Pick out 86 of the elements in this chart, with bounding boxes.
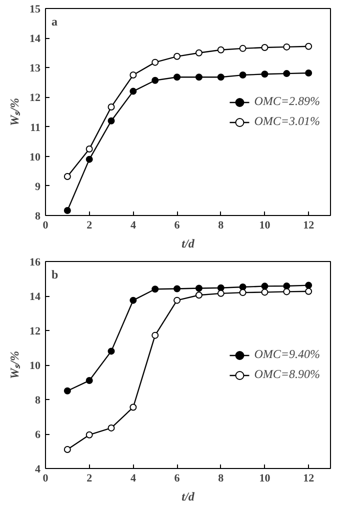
point — [130, 404, 137, 411]
y-tick-label: 6 — [35, 429, 41, 441]
y-tick-label: 11 — [30, 122, 41, 134]
point — [195, 292, 202, 299]
x-tick-label: 10 — [259, 220, 271, 232]
point — [130, 72, 137, 79]
point — [305, 42, 312, 50]
point — [152, 76, 159, 84]
x-tick-label: 4 — [130, 220, 136, 232]
point — [195, 74, 202, 81]
y-tick-label: 14 — [30, 291, 41, 303]
legend-label: OMC=8.90% — [254, 367, 320, 382]
y-tick-label: 15 — [30, 4, 41, 16]
point — [130, 88, 137, 95]
y-tick-label: 10 — [30, 360, 41, 372]
y-tick-label: 9 — [35, 180, 41, 193]
x-axis-title: t/d — [182, 490, 196, 504]
point — [283, 43, 290, 50]
point — [86, 145, 93, 152]
y-tick-label: 4 — [35, 464, 41, 476]
point — [261, 70, 268, 78]
point — [174, 296, 181, 304]
x-tick-label: 12 — [303, 472, 315, 484]
x-tick-label: 12 — [303, 220, 315, 232]
point — [152, 286, 159, 293]
point — [283, 282, 290, 290]
y-tick-label: 12 — [30, 326, 41, 338]
legend-label: OMC=2.89% — [254, 94, 320, 109]
point — [305, 69, 312, 76]
point — [217, 46, 224, 54]
y-tick-label: 13 — [30, 62, 41, 75]
point — [130, 296, 137, 304]
x-tick-label: 2 — [86, 220, 93, 232]
point — [108, 103, 115, 110]
point — [152, 332, 159, 339]
point — [86, 156, 93, 163]
point — [195, 49, 202, 56]
point — [239, 72, 246, 79]
y-tick-label: 14 — [30, 33, 41, 46]
x-tick-label: 0 — [42, 472, 49, 484]
point — [217, 290, 224, 297]
point — [64, 172, 71, 180]
x-tick-label: 2 — [86, 472, 93, 484]
x-tick-label: 4 — [130, 472, 136, 484]
point — [108, 424, 115, 432]
point — [174, 74, 181, 81]
point — [305, 288, 312, 295]
point — [64, 387, 71, 394]
y-tick-label: 8 — [35, 210, 41, 222]
x-tick-label: 0 — [42, 220, 49, 232]
y-axis-title: Wₛ/% — [8, 350, 22, 379]
point — [305, 282, 312, 289]
point — [64, 206, 71, 214]
x-tick-label: 6 — [174, 220, 180, 232]
legend-label: OMC=9.40% — [254, 347, 320, 362]
point — [261, 282, 268, 290]
point — [217, 284, 224, 292]
y-tick-label: 16 — [30, 256, 41, 268]
point — [195, 284, 202, 292]
annotation: b — [52, 268, 58, 282]
x-tick-label: 6 — [174, 472, 180, 484]
x-tick-label: 8 — [218, 472, 224, 484]
point — [174, 285, 181, 292]
point — [108, 117, 115, 124]
annotation: a — [52, 14, 58, 28]
point — [86, 431, 93, 438]
y-tick-label: 8 — [35, 394, 41, 406]
x-tick-label: 8 — [218, 220, 224, 232]
point — [261, 288, 268, 296]
point — [64, 446, 71, 454]
point — [108, 348, 115, 355]
point — [174, 52, 181, 60]
legend-label: OMC=3.01% — [254, 114, 320, 129]
point — [217, 74, 224, 81]
point — [283, 70, 290, 78]
point — [239, 44, 246, 52]
y-tick-label: 10 — [30, 151, 41, 164]
x-tick-label: 10 — [259, 472, 271, 484]
y-tick-label: 12 — [30, 92, 41, 104]
point — [261, 44, 268, 52]
x-axis-title: t/d — [182, 236, 196, 250]
point — [86, 377, 93, 384]
point — [152, 58, 159, 66]
y-axis-title: Wₛ/% — [8, 98, 22, 126]
point — [239, 289, 246, 296]
point — [283, 288, 290, 296]
